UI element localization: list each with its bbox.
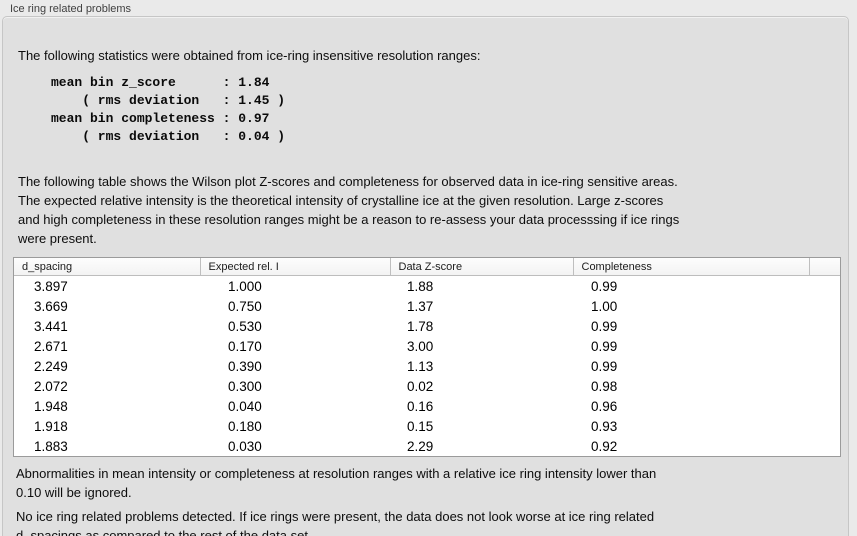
cell-completeness: 0.93 (591, 418, 618, 434)
column-header-data-z-score[interactable]: Data Z-score (389, 258, 573, 276)
cell-completeness: 0.92 (591, 438, 618, 454)
table-row[interactable]: 2.249 0.390 1.13 0.99 (14, 356, 840, 376)
cell-completeness: 1.00 (591, 298, 618, 314)
intro-text: The following statistics were obtained f… (18, 48, 481, 63)
cell-data-z-score: 0.15 (407, 418, 434, 434)
column-header-expected-rel-i[interactable]: Expected rel. I (199, 258, 390, 276)
cell-data-z-score: 1.37 (407, 298, 434, 314)
table-row[interactable]: 3.897 1.000 1.88 0.99 (14, 276, 840, 297)
table-row[interactable]: 1.948 0.040 0.16 0.96 (14, 396, 840, 416)
cell-data-z-score: 2.29 (407, 438, 434, 454)
cell-d-spacing: 2.072 (34, 378, 68, 394)
cell-expected-rel-i: 0.750 (228, 298, 262, 314)
group-box-title: Ice ring related problems (10, 3, 132, 15)
cell-data-z-score: 1.78 (407, 318, 434, 334)
cell-completeness: 0.98 (591, 378, 618, 394)
cell-completeness: 0.99 (591, 278, 618, 294)
table-header-row: d_spacing Expected rel. I Data Z-score C… (14, 258, 840, 276)
column-header-d-spacing[interactable]: d_spacing (14, 258, 200, 276)
cell-empty (809, 336, 840, 356)
cell-data-z-score: 0.16 (407, 398, 434, 414)
column-header-completeness[interactable]: Completeness (572, 258, 809, 276)
ice-ring-table: d_spacing Expected rel. I Data Z-score C… (13, 257, 841, 457)
cell-data-z-score: 1.88 (407, 278, 434, 294)
cell-empty (809, 276, 840, 297)
cell-d-spacing: 1.918 (34, 418, 68, 434)
cell-expected-rel-i: 0.170 (228, 338, 262, 354)
cell-completeness: 0.99 (591, 358, 618, 374)
cell-empty (809, 396, 840, 416)
table-row[interactable]: 1.883 0.030 2.29 0.92 (14, 436, 840, 456)
cell-expected-rel-i: 0.300 (228, 378, 262, 394)
cell-empty (809, 416, 840, 436)
cell-completeness: 0.99 (591, 338, 618, 354)
cell-data-z-score: 0.02 (407, 378, 434, 394)
cell-expected-rel-i: 0.390 (228, 358, 262, 374)
table-row[interactable]: 1.918 0.180 0.15 0.93 (14, 416, 840, 436)
cell-completeness: 0.99 (591, 318, 618, 334)
table-row[interactable]: 2.072 0.300 0.02 0.98 (14, 376, 840, 396)
cell-empty (809, 356, 840, 376)
ignore-note-text: Abnormalities in mean intensity or compl… (16, 466, 657, 500)
cell-d-spacing: 1.883 (34, 438, 68, 454)
cell-expected-rel-i: 0.030 (228, 438, 262, 454)
table-description-text: The following table shows the Wilson plo… (18, 174, 680, 246)
table-row[interactable]: 3.669 0.750 1.37 1.00 (14, 296, 840, 316)
cell-d-spacing: 2.249 (34, 358, 68, 374)
cell-expected-rel-i: 1.000 (228, 278, 262, 294)
cell-d-spacing: 3.669 (34, 298, 68, 314)
table-row[interactable]: 2.671 0.170 3.00 0.99 (14, 336, 840, 356)
cell-data-z-score: 3.00 (407, 338, 434, 354)
cell-empty (809, 316, 840, 336)
statistics-block: mean bin z_score : 1.84 ( rms deviation … (51, 75, 286, 144)
cell-expected-rel-i: 0.040 (228, 398, 262, 414)
column-header-empty[interactable] (808, 258, 840, 276)
cell-data-z-score: 1.13 (407, 358, 434, 374)
cell-empty (809, 436, 840, 456)
cell-expected-rel-i: 0.180 (228, 418, 262, 434)
cell-completeness: 0.96 (591, 398, 618, 414)
cell-d-spacing: 3.897 (34, 278, 68, 294)
ice-ring-group-box: The following statistics were obtained f… (2, 16, 849, 536)
table-row[interactable]: 3.441 0.530 1.78 0.99 (14, 316, 840, 336)
cell-d-spacing: 2.671 (34, 338, 68, 354)
conclusion-text: No ice ring related problems detected. I… (16, 509, 655, 536)
cell-expected-rel-i: 0.530 (228, 318, 262, 334)
cell-d-spacing: 3.441 (34, 318, 68, 334)
cell-empty (809, 296, 840, 316)
cell-d-spacing: 1.948 (34, 398, 68, 414)
cell-empty (809, 376, 840, 396)
